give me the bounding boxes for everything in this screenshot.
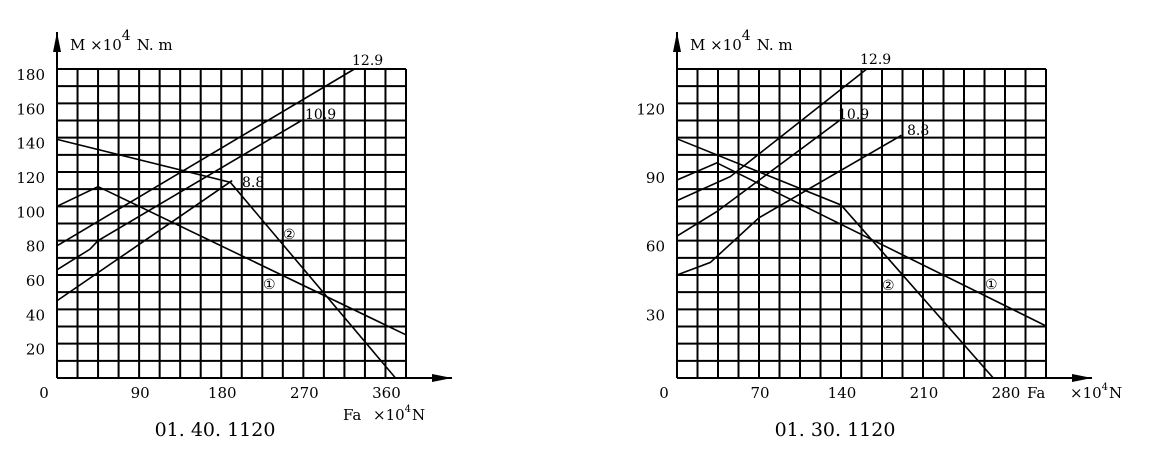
series-label: ① <box>263 277 276 293</box>
series-line-4 <box>676 138 994 379</box>
y-axis-label-text: M ×10 <box>690 36 742 54</box>
x-axis-label: Fa <box>343 406 361 424</box>
series-line-3 <box>676 161 1046 327</box>
x-tick-label: 280 <box>992 384 1021 402</box>
y-axis-label-text: M ×10 <box>70 36 122 54</box>
x-tick-label: 70 <box>750 384 769 402</box>
chart-caption: 01. 30. 1120 <box>775 419 896 441</box>
series-label: ② <box>283 227 296 243</box>
y-axis-exponent: 4 <box>122 28 131 44</box>
grid <box>56 68 407 379</box>
y-axis-label: M ×104 N. m <box>70 28 173 54</box>
x-axis-unit-part: N <box>412 406 425 424</box>
x-tick-label: 210 <box>910 384 939 402</box>
y-tick-label: 120 <box>636 100 665 118</box>
x-axis-unit-part: ×10 <box>373 406 405 424</box>
x-axis-unit-part: N <box>1109 384 1122 402</box>
y-tick-label: 20 <box>26 341 45 359</box>
x-tick-label: 270 <box>290 384 319 402</box>
series-line-2 <box>56 179 233 302</box>
x-axis-unit: ×104N <box>373 404 425 424</box>
y-axis-unit: N. m <box>757 36 793 54</box>
x-tick-label: 360 <box>372 384 401 402</box>
y-tick-label: 120 <box>16 169 45 187</box>
series-label: 12.9 <box>860 52 891 68</box>
y-tick-label: 60 <box>646 238 665 256</box>
x-axis-unit-part: 4 <box>405 404 411 415</box>
y-tick-label: 60 <box>26 272 45 290</box>
series-line-1 <box>676 118 842 237</box>
series-line-0 <box>676 68 868 202</box>
y-axis-unit: N. m <box>137 36 173 54</box>
series-line-3 <box>56 185 407 336</box>
chart-01-40-1120: 0 90 180 270 360 20 40 60 80 100 120 140 160 180 12.9 1… <box>16 28 452 441</box>
y-tick-label: 160 <box>16 100 45 118</box>
series-label: 10.9 <box>305 107 336 123</box>
series-line-0 <box>56 68 355 247</box>
x-axis-unit-part: ×10 <box>1070 384 1102 402</box>
y-tick-label: 140 <box>16 135 45 153</box>
x-axis-label: Fa <box>1027 384 1045 402</box>
y-tick-label: 30 <box>646 306 665 324</box>
y-tick-label: 90 <box>646 169 665 187</box>
series-label: ① <box>985 277 998 293</box>
y-tick-label: 40 <box>26 306 45 324</box>
series-label: 8.8 <box>907 123 929 139</box>
series-line-4 <box>56 138 397 379</box>
y-tick-label: 180 <box>16 66 45 84</box>
x-tick-label: 0 <box>659 384 669 402</box>
x-tick-label: 180 <box>208 384 237 402</box>
series-label: 10.9 <box>838 107 869 123</box>
x-axis-unit-part: 4 <box>1102 382 1108 393</box>
y-axis-label: M ×104 N. m <box>690 28 793 54</box>
series-label: 12.9 <box>352 53 383 69</box>
series-line-2 <box>676 134 902 276</box>
y-tick-label: 100 <box>16 203 45 221</box>
y-tick-label: 80 <box>26 238 45 256</box>
chart-caption: 01. 40. 1120 <box>155 419 276 441</box>
series-label: ② <box>882 278 895 294</box>
y-axis-exponent: 4 <box>742 28 751 44</box>
x-tick-label: 90 <box>131 384 150 402</box>
x-tick-label: 140 <box>828 384 857 402</box>
series-label: 8.8 <box>242 175 264 191</box>
x-tick-label: 0 <box>39 384 49 402</box>
x-axis-unit: ×104N <box>1070 382 1122 402</box>
series-line-1 <box>56 119 302 271</box>
